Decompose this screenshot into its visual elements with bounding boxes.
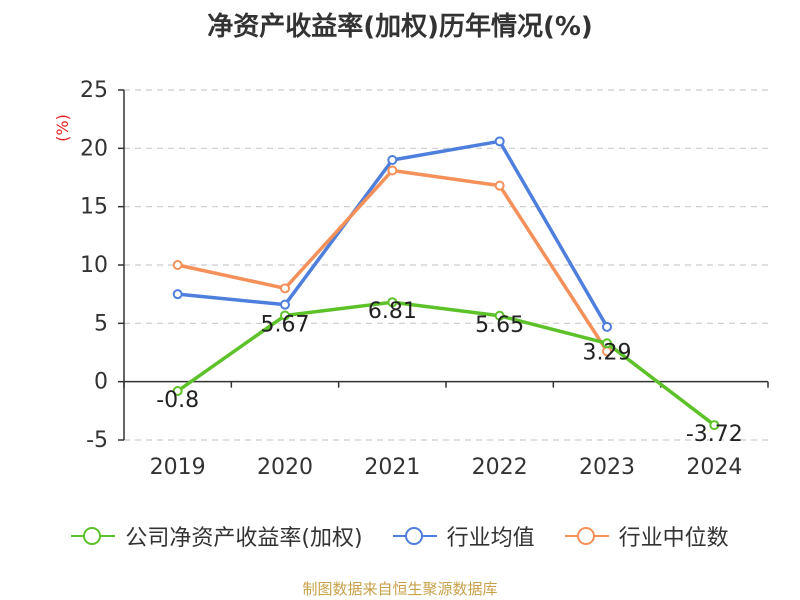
data-label: 3.29 <box>583 340 632 365</box>
y-tick-label: -5 <box>86 428 108 453</box>
data-point <box>494 180 505 191</box>
source-note: 制图数据来自恒生聚源数据库 <box>302 580 498 598</box>
y-tick-label: 5 <box>94 311 108 336</box>
legend: 公司净资产收益率(加权) 行业均值 行业中位数 <box>0 520 800 552</box>
legend-marker-industry-median <box>564 526 609 546</box>
y-tick-label: 0 <box>94 370 108 395</box>
data-label: 5.67 <box>261 313 310 338</box>
data-point <box>387 165 398 176</box>
x-tick-label: 2020 <box>257 455 313 480</box>
legend-marker-industry-mean <box>392 526 437 546</box>
x-tick-label: 2023 <box>579 455 635 480</box>
data-point <box>280 283 290 294</box>
x-tick-label: 2021 <box>364 455 420 480</box>
grid-layer <box>124 89 768 441</box>
legend-marker-company <box>71 526 116 546</box>
series-layer <box>172 136 720 431</box>
data-point <box>172 386 183 396</box>
x-tick-label: 2019 <box>150 455 206 480</box>
data-point <box>494 310 505 321</box>
data-point <box>172 289 183 300</box>
axis-layer: -5 0 5 10 15 20 25 2019 2020 2021 2022 2023 2024 <box>80 78 769 480</box>
legend-item-industry-median[interactable]: 行业中位数 <box>564 520 729 552</box>
data-point <box>280 299 290 310</box>
data-point <box>387 155 398 165</box>
data-point <box>494 136 505 147</box>
data-label: -3.72 <box>686 422 743 447</box>
data-label: -0.8 <box>156 388 199 413</box>
data-point <box>602 338 612 349</box>
data-label-layer: -0.8 5.67 6.81 5.65 3.29 -3.72 <box>156 299 743 447</box>
data-point <box>280 310 290 321</box>
data-point <box>709 420 720 431</box>
data-point <box>602 321 612 332</box>
data-label: 6.81 <box>368 299 417 324</box>
y-tick-label: 10 <box>80 253 108 278</box>
y-axis-label: (%) <box>53 114 72 142</box>
data-point <box>172 260 183 270</box>
legend-label-industry-median: 行业中位数 <box>618 526 729 551</box>
chart-title: 净资产收益率(加权)历年情况(%) <box>207 12 593 42</box>
data-label: 5.65 <box>475 313 524 338</box>
legend-label-company: 公司净资产收益率(加权) <box>125 526 363 551</box>
y-tick-label: 25 <box>80 78 108 103</box>
series-line <box>176 300 716 427</box>
x-tick-label: 2024 <box>686 455 742 480</box>
data-point <box>387 297 398 308</box>
y-tick-label: 15 <box>80 195 108 220</box>
legend-label-industry-mean: 行业均值 <box>446 526 535 551</box>
legend-item-industry-mean[interactable]: 行业均值 <box>392 520 535 552</box>
y-tick-label: 20 <box>80 136 108 161</box>
x-tick-label: 2022 <box>472 455 528 480</box>
legend-item-company[interactable]: 公司净资产收益率(加权) <box>71 520 363 552</box>
